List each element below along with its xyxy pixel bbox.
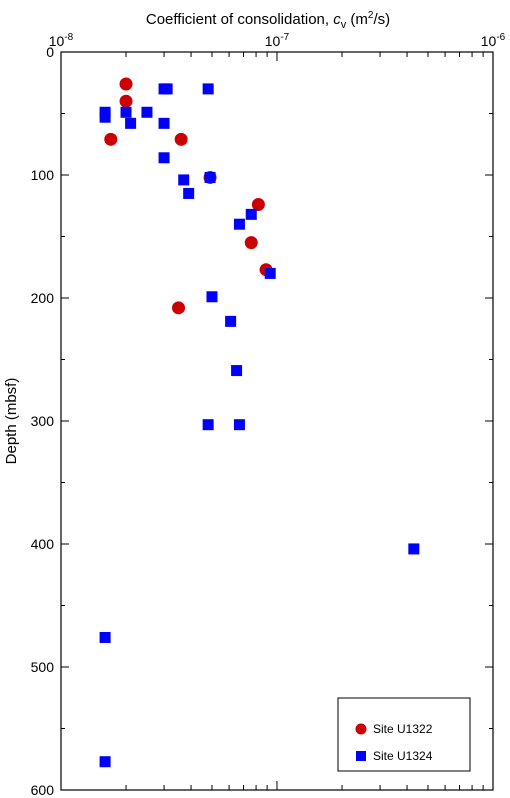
legend-label-u1322: Site U1322 <box>373 722 433 736</box>
x-tick-labels: 10-8 10-7 10-6 <box>49 32 506 49</box>
data-point-square <box>206 291 218 303</box>
data-point-square <box>178 174 190 186</box>
legend-marker-u1322 <box>355 723 367 735</box>
data-point-square <box>99 756 111 768</box>
data-point-square <box>161 83 173 95</box>
y-tick-label: 200 <box>31 290 55 306</box>
data-point-square <box>231 365 243 377</box>
plot-frame <box>60 51 494 791</box>
data-point-square <box>158 117 170 129</box>
data-point-circle <box>104 132 118 146</box>
data-point-square <box>158 152 170 164</box>
data-point-square <box>233 419 245 431</box>
data-point-square <box>99 631 111 643</box>
y-tick-label: 400 <box>31 536 55 552</box>
data-point-square <box>125 117 137 129</box>
data-point-square <box>183 187 195 199</box>
series-square-points <box>99 83 420 768</box>
ticks-layer <box>60 51 493 791</box>
x-tick-label: 10-8 <box>49 32 74 49</box>
data-point-square <box>202 83 214 95</box>
data-point-square <box>233 218 245 230</box>
y-axis-title: Depth (mbsf) <box>3 378 20 465</box>
y-tick-label: 500 <box>31 659 55 675</box>
legend-marker-u1324 <box>356 751 366 761</box>
legend-label-u1324: Site U1324 <box>373 749 433 763</box>
data-point-square <box>204 171 216 183</box>
data-point-circle <box>251 198 265 212</box>
data-point-square <box>225 315 237 327</box>
data-point-circle <box>119 77 133 91</box>
data-point-square <box>408 543 420 555</box>
x-axis-title: Coefficient of consolidation, cv (m2/s) <box>146 10 390 31</box>
y-tick-label: 300 <box>31 413 55 429</box>
data-point-circle <box>244 236 258 250</box>
data-point-square <box>245 208 257 220</box>
data-point-square <box>120 106 132 118</box>
y-tick-label: 100 <box>31 167 55 183</box>
y-tick-labels: 0 100 200 300 400 500 600 <box>31 44 55 798</box>
data-point-square <box>141 106 153 118</box>
data-point-square <box>99 111 111 123</box>
x-tick-label: 10-6 <box>481 32 506 49</box>
data-point-square <box>202 419 214 431</box>
data-point-circle <box>119 94 133 108</box>
data-points <box>99 77 420 768</box>
data-point-square <box>264 267 276 279</box>
data-point-circle <box>172 301 186 315</box>
legend: Site U1322 Site U1324 <box>337 697 471 772</box>
y-tick-label: 600 <box>31 782 55 798</box>
data-point-circle <box>174 132 188 146</box>
x-tick-label: 10-7 <box>265 32 290 49</box>
y-tick-label: 0 <box>46 44 54 60</box>
